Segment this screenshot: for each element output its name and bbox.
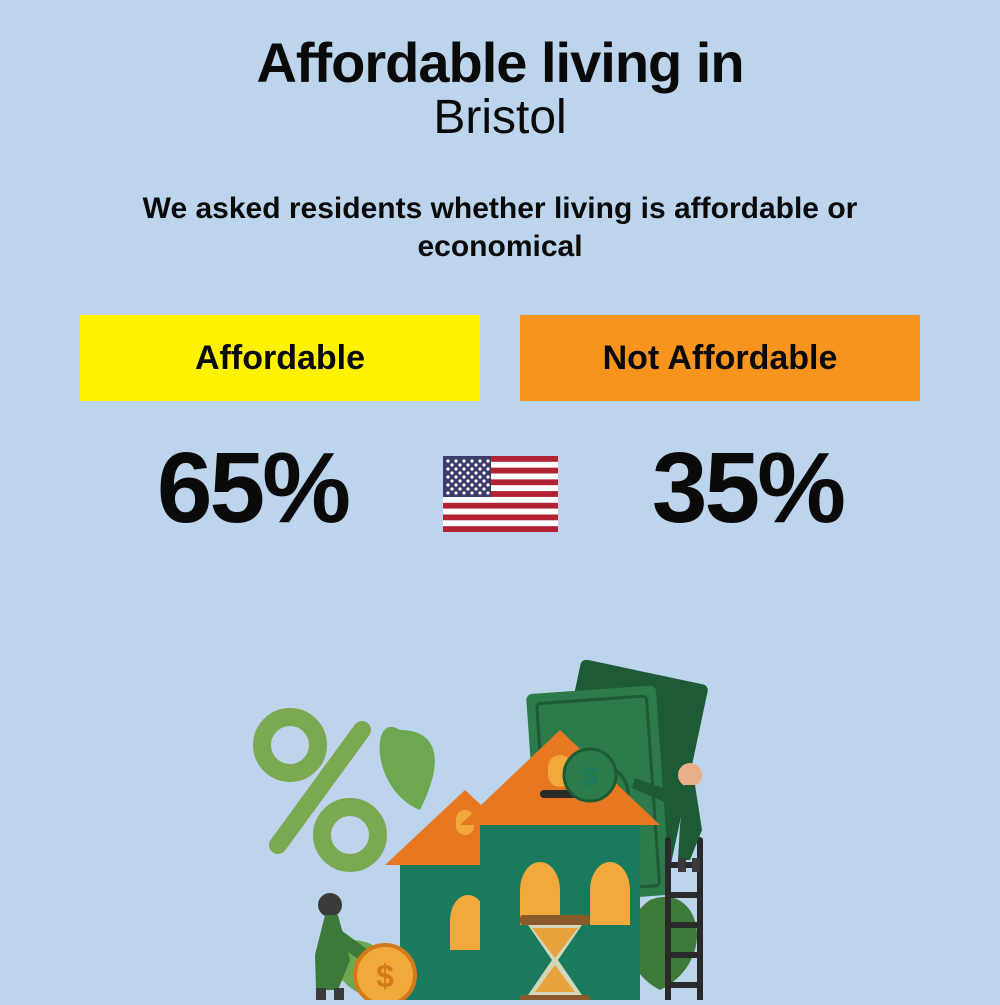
percent-icon xyxy=(262,717,378,863)
subtitle-text: We asked residents whether living is aff… xyxy=(60,190,940,265)
bar-row: Affordable Not Affordable xyxy=(60,315,940,401)
values-row: 65% 35% xyxy=(60,431,940,546)
savings-illustration: $ xyxy=(220,660,780,1000)
bar-label-affordable: Affordable xyxy=(195,339,365,378)
bar-label-not-affordable: Not Affordable xyxy=(603,339,838,378)
usa-flag-icon xyxy=(443,456,558,532)
svg-text:$: $ xyxy=(582,761,598,792)
value-not-affordable: 35% xyxy=(598,431,898,546)
title-line1: Affordable living in xyxy=(60,30,940,95)
title-city: Bristol xyxy=(60,90,940,145)
roof-coin-icon: $ xyxy=(564,749,616,801)
coin-icon: $ xyxy=(355,945,415,1000)
bar-not-affordable: Not Affordable xyxy=(520,315,920,401)
value-affordable: 65% xyxy=(103,431,403,546)
svg-text:$: $ xyxy=(376,958,394,994)
bar-affordable: Affordable xyxy=(80,315,480,401)
